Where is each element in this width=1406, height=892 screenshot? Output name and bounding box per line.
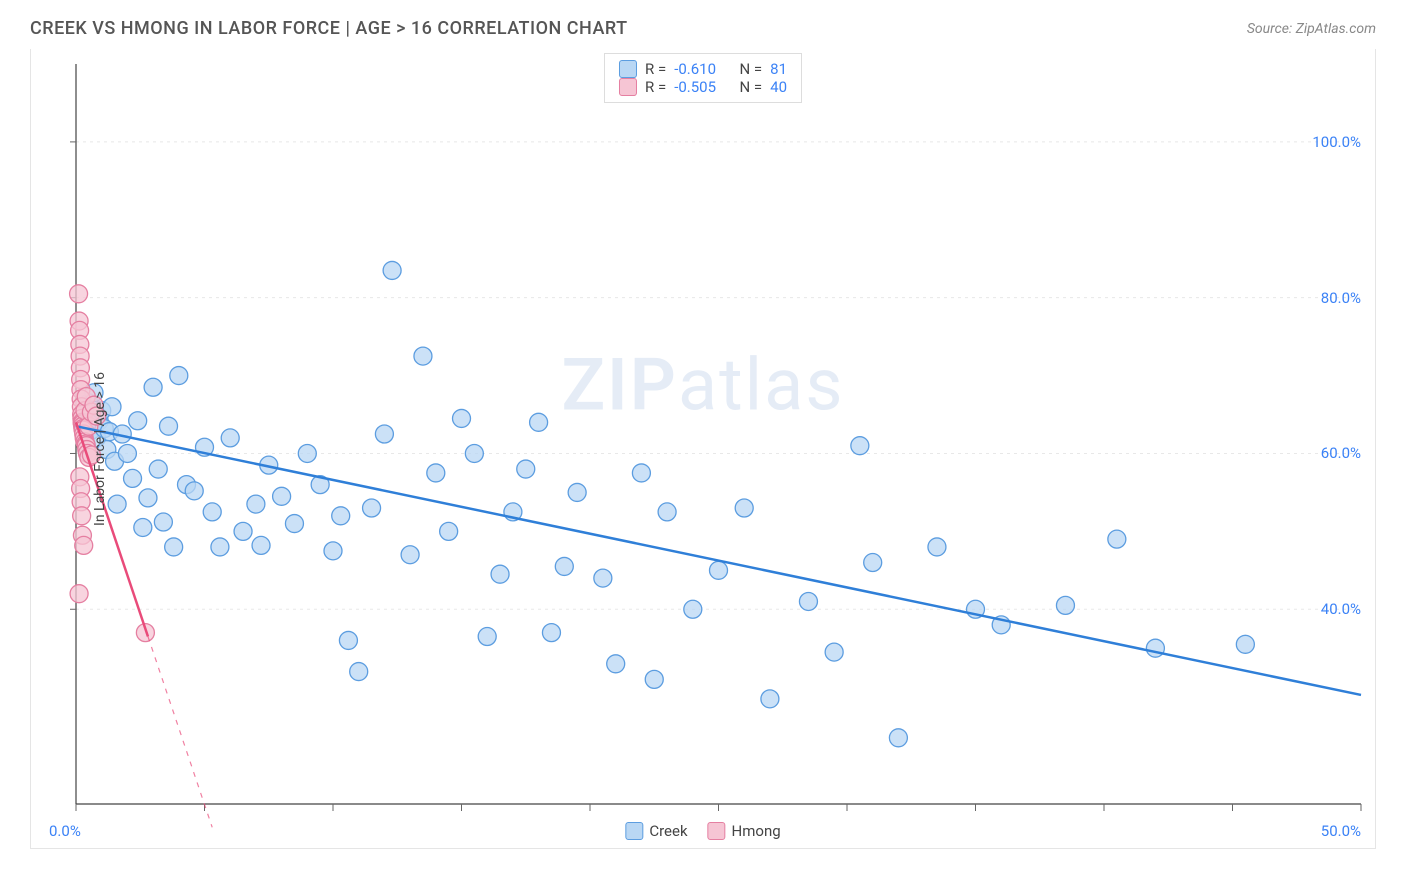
header: CREEK VS HMONG IN LABOR FORCE | AGE > 16… [0, 0, 1406, 49]
scatter-plot [31, 49, 1377, 849]
y-tick-label: 100.0% [1312, 133, 1361, 151]
legend-row: R = -0.505 N = 40 [619, 78, 787, 96]
chart-title: CREEK VS HMONG IN LABOR FORCE | AGE > 16… [30, 18, 628, 39]
y-tick-label: 60.0% [1321, 444, 1361, 462]
legend-row: R = -0.610 N = 81 [619, 60, 787, 78]
y-tick-label: 80.0% [1321, 289, 1361, 307]
source-attribution: Source: ZipAtlas.com [1247, 21, 1376, 37]
x-axis-max-label: 50.0% [1321, 822, 1361, 840]
x-axis-min-label: 0.0% [49, 822, 81, 840]
legend-item: Creek [625, 822, 687, 840]
y-axis-label: In Labor Force | Age > 16 [92, 372, 108, 526]
series-legend: Creek Hmong [625, 822, 780, 840]
chart-container: In Labor Force | Age > 16 ZIPatlas R = -… [30, 49, 1376, 849]
y-tick-label: 40.0% [1321, 600, 1361, 618]
correlation-legend: R = -0.610 N = 81 R = -0.505 N = 40 [604, 53, 802, 103]
legend-item: Hmong [708, 822, 781, 840]
